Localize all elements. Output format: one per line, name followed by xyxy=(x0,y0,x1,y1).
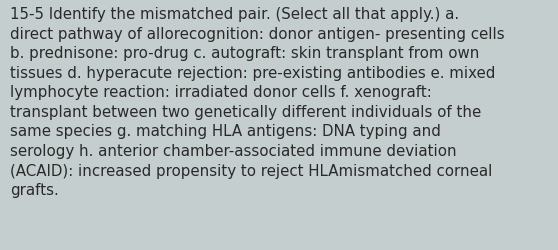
Text: 15-5 Identify the mismatched pair. (Select all that apply.) a.
direct pathway of: 15-5 Identify the mismatched pair. (Sele… xyxy=(10,7,504,197)
